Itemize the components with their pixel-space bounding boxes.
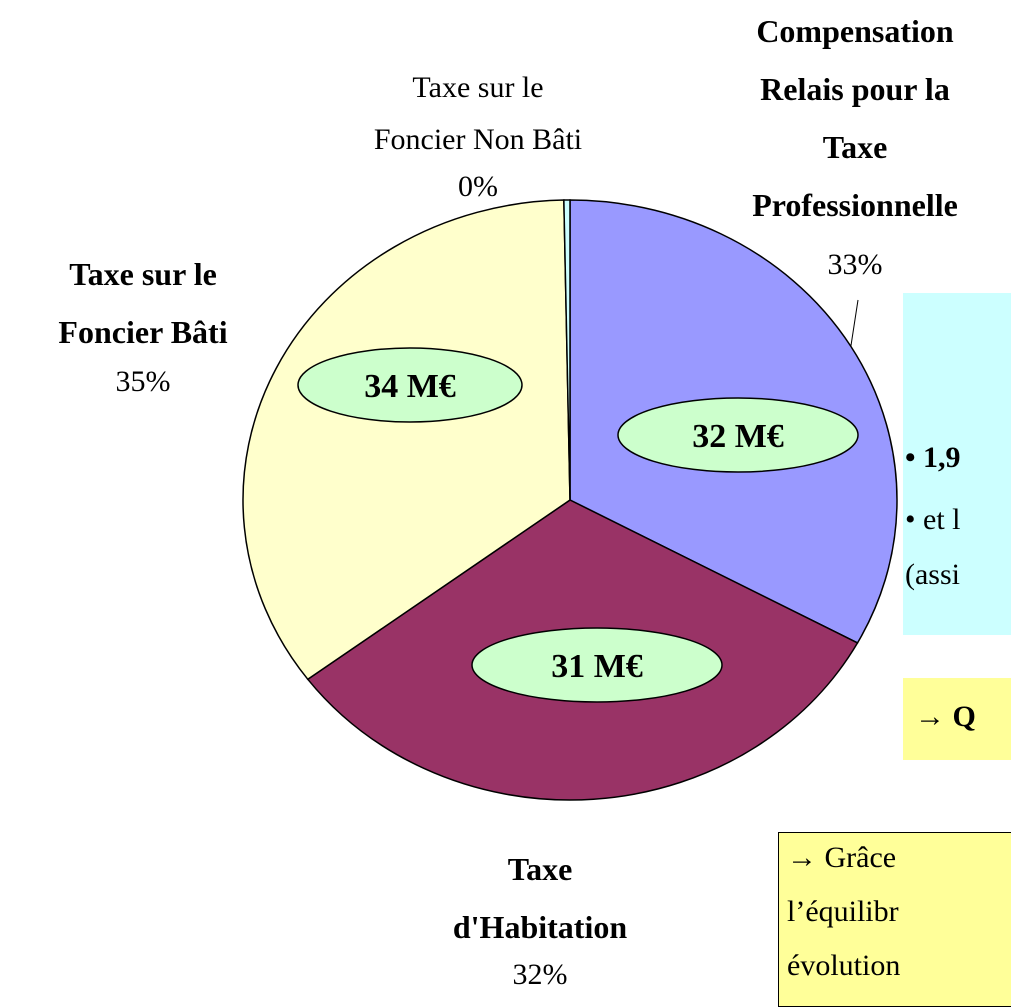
category-label: Taxe d'Habitation bbox=[452, 851, 628, 945]
leader-line bbox=[849, 299, 859, 353]
amount-bubble bbox=[617, 397, 859, 473]
pie-slice bbox=[563, 199, 571, 501]
amount-label: 34 M€ bbox=[364, 368, 456, 405]
value-label: 33% bbox=[827, 248, 883, 281]
category-label: Taxe sur le Foncier Bâti bbox=[58, 256, 228, 350]
category-label: Taxe sur le Foncier Non Bâti bbox=[373, 71, 583, 156]
highlight-box: → Q bbox=[903, 678, 1011, 760]
value-label: 35% bbox=[115, 365, 171, 398]
conclusion-box: → Grâce l’équilibr évolution bbox=[778, 832, 1011, 1007]
amount-bubble bbox=[471, 627, 723, 703]
amount-bubble bbox=[297, 347, 523, 423]
conclusion-line: → Grâce bbox=[787, 841, 897, 874]
info-box: • 1,9 • et l (assi bbox=[903, 293, 1011, 635]
info-line: • et l bbox=[905, 503, 961, 536]
category-label: Compensation Relais pour la Taxe Profess… bbox=[752, 13, 958, 223]
conclusion-line: l’équilibr bbox=[787, 895, 899, 928]
amount-label: 31 M€ bbox=[551, 648, 643, 685]
value-label: 32% bbox=[512, 958, 568, 991]
pie-slice bbox=[242, 199, 571, 681]
value-label: 0% bbox=[458, 170, 498, 203]
amount-label: 32 M€ bbox=[692, 418, 784, 455]
info-line: • 1,9 bbox=[905, 441, 961, 474]
conclusion-line: évolution bbox=[787, 949, 901, 982]
info-line: (assi bbox=[905, 558, 960, 591]
highlight-text: → Q bbox=[915, 700, 976, 733]
